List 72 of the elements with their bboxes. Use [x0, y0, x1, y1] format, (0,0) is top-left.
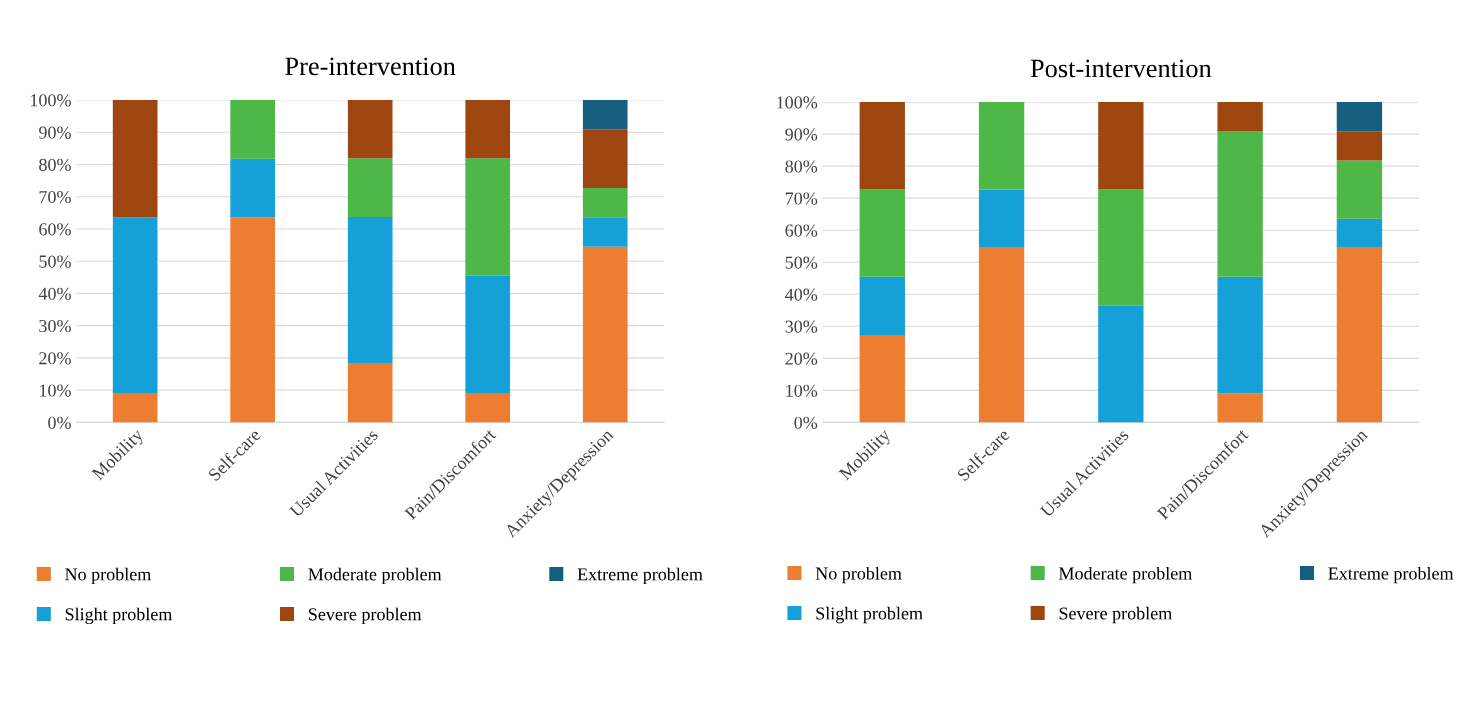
y-tick-label: 80% — [39, 158, 71, 171]
y-tick-label: 10% — [40, 384, 71, 397]
bar — [859, 276, 905, 335]
bar — [347, 158, 393, 218]
bar — [1098, 189, 1144, 306]
bar — [112, 217, 158, 394]
bar — [230, 158, 275, 218]
bar — [112, 99, 158, 218]
bar — [859, 334, 905, 423]
bar — [1336, 160, 1383, 219]
bar — [112, 393, 158, 423]
bar — [1336, 218, 1383, 248]
legend-label: Moderate problem — [308, 567, 442, 585]
chart-title: Pre-intervention — [285, 57, 456, 76]
y-tick-label: 50% — [39, 255, 71, 268]
bar — [1336, 131, 1383, 161]
legend-label: Severe problem — [1059, 606, 1172, 624]
bar — [1217, 130, 1263, 277]
bar — [1098, 305, 1144, 423]
chart-title: Post-intervention — [1030, 59, 1212, 78]
bar — [582, 129, 628, 188]
y-tick-label: 60% — [785, 224, 818, 237]
bar — [230, 217, 275, 423]
legend-label: Slight problem — [816, 606, 923, 624]
bar — [582, 217, 628, 247]
legend-label: Severe problem — [309, 607, 422, 625]
bar — [230, 99, 275, 159]
bar — [347, 363, 393, 423]
y-tick-label: 40% — [38, 287, 71, 300]
legend-label: Extreme problem — [577, 567, 703, 585]
bar — [465, 393, 511, 423]
y-tick-label: 20% — [785, 352, 818, 365]
bar — [465, 99, 511, 159]
y-tick-label: 90% — [785, 128, 818, 141]
legend-label: No problem — [815, 566, 902, 584]
bar — [347, 217, 393, 364]
bar — [582, 246, 628, 423]
bar — [859, 189, 905, 277]
bar — [1336, 102, 1383, 132]
bar — [1336, 247, 1383, 423]
y-tick-label: 70% — [39, 190, 71, 204]
bar — [465, 158, 511, 276]
legend-label: Moderate problem — [1058, 566, 1193, 584]
bar — [978, 247, 1025, 423]
bar — [582, 99, 628, 130]
bar — [978, 102, 1025, 190]
bar — [1098, 102, 1144, 190]
bar — [465, 275, 511, 394]
y-tick-label: 100% — [30, 94, 71, 107]
bar — [1217, 276, 1263, 394]
legend-label: Slight problem — [65, 607, 173, 625]
y-tick-label: 30% — [39, 319, 71, 333]
y-tick-label: 40% — [785, 288, 818, 301]
bar — [859, 102, 905, 190]
bar — [1217, 102, 1263, 131]
y-tick-label: 100% — [777, 96, 818, 109]
bar — [582, 187, 628, 218]
y-tick-label: 20% — [39, 352, 71, 365]
y-tick-label: 70% — [785, 192, 818, 205]
y-tick-label: 50% — [785, 256, 818, 269]
y-tick-label: 10% — [786, 384, 818, 397]
legend-label: Extreme problem — [1328, 566, 1454, 584]
y-tick-label: 80% — [785, 160, 818, 173]
y-tick-label: 0% — [48, 416, 71, 429]
bar — [1217, 393, 1263, 423]
bar — [347, 99, 393, 159]
y-tick-label: 60% — [39, 223, 71, 236]
legend-label: No problem — [65, 567, 152, 585]
y-tick-label: 90% — [39, 126, 71, 139]
y-tick-label: 30% — [785, 320, 818, 333]
bar — [978, 189, 1025, 248]
y-tick-label: 0% — [794, 416, 818, 429]
